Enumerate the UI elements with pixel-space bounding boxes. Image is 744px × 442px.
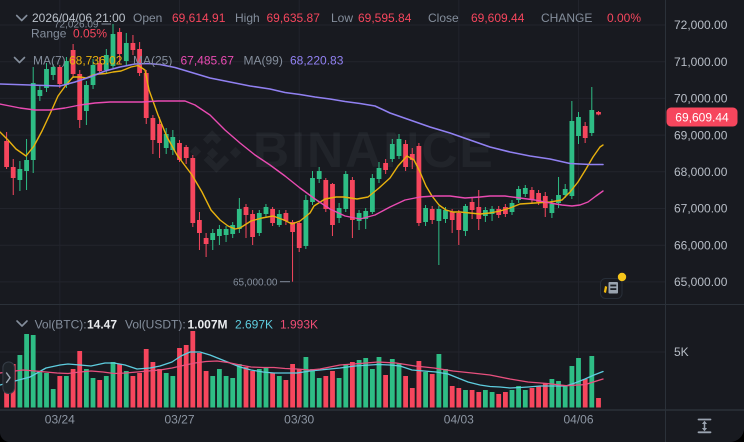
svg-text:03/24: 03/24	[45, 413, 75, 427]
svg-text:MA(99): MA(99)	[244, 53, 283, 67]
svg-text:71,000.00: 71,000.00	[674, 55, 728, 69]
svg-text:04/06: 04/06	[563, 413, 593, 427]
svg-text:72,026.09: 72,026.09	[54, 20, 99, 31]
svg-text:65,000.00: 65,000.00	[674, 275, 728, 289]
svg-text:Open: Open	[133, 11, 162, 25]
svg-text:03/30: 03/30	[284, 413, 314, 427]
svg-text:68,000.00: 68,000.00	[674, 165, 728, 179]
svg-text:69,000.00: 69,000.00	[674, 128, 728, 142]
svg-text:2026/04/06 21:00: 2026/04/06 21:00	[32, 11, 126, 25]
svg-text:69,635.87: 69,635.87	[267, 11, 321, 25]
svg-text:MA(25): MA(25)	[133, 53, 172, 67]
svg-text:69,595.84: 69,595.84	[358, 11, 412, 25]
svg-text:72,000.00: 72,000.00	[674, 18, 728, 32]
svg-text:Vol(USDT):: Vol(USDT):	[125, 317, 186, 331]
svg-text:5K: 5K	[674, 345, 689, 359]
svg-text:BINANCE: BINANCE	[253, 122, 495, 178]
svg-text:69,614.91: 69,614.91	[172, 11, 226, 25]
svg-text:MA(7): MA(7)	[33, 53, 66, 67]
svg-text:68,736.02: 68,736.02	[69, 53, 123, 67]
svg-text:Vol(BTC):: Vol(BTC):	[35, 317, 87, 331]
svg-text:Close: Close	[428, 11, 459, 25]
svg-text:High: High	[235, 11, 260, 25]
svg-text:70,000.00: 70,000.00	[674, 92, 728, 106]
svg-text:1.007M: 1.007M	[188, 317, 228, 331]
svg-text:0.05%: 0.05%	[73, 27, 107, 41]
svg-text:CHANGE: CHANGE	[541, 11, 592, 25]
svg-text:1.993K: 1.993K	[280, 317, 318, 331]
svg-text:03/27: 03/27	[164, 413, 194, 427]
svg-text:66,000.00: 66,000.00	[674, 238, 728, 252]
svg-text:67,485.67: 67,485.67	[181, 53, 235, 67]
svg-text:68,220.83: 68,220.83	[290, 53, 344, 67]
svg-text:69,609.44: 69,609.44	[675, 110, 729, 124]
svg-text:65,000.00: 65,000.00	[233, 278, 278, 289]
svg-text:2.697K: 2.697K	[235, 317, 273, 331]
svg-text:67,000.00: 67,000.00	[674, 202, 728, 216]
svg-text:0.00%: 0.00%	[607, 11, 641, 25]
svg-text:04/03: 04/03	[444, 413, 474, 427]
svg-text:Low: Low	[331, 11, 353, 25]
svg-text:69,609.44: 69,609.44	[471, 11, 525, 25]
svg-text:14.47: 14.47	[87, 317, 117, 331]
svg-text:Range: Range	[31, 27, 67, 41]
